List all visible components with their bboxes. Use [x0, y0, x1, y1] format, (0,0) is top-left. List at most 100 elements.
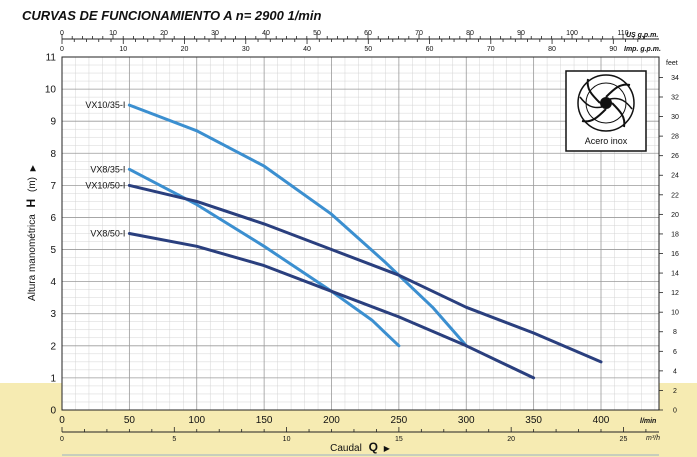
- feet-tick-label: 20: [671, 212, 679, 219]
- x-tick-label: 100: [188, 415, 205, 426]
- feet-tick-label: 30: [671, 114, 679, 121]
- impgpm-tick-label: 30: [242, 46, 250, 53]
- svg-text:Caudal Q ▶: Caudal Q ▶: [330, 440, 391, 454]
- m3h-tick-label: 15: [395, 436, 403, 443]
- impgpm-tick-label: 60: [426, 46, 434, 53]
- usgpm-tick-label: 50: [313, 30, 321, 37]
- material-label: Acero inox: [585, 136, 628, 146]
- y-tick-label: 4: [50, 277, 56, 288]
- y-tick-label: 7: [50, 181, 56, 192]
- y-axis-unit: (m): [27, 177, 38, 192]
- feet-tick-label: 6: [673, 349, 677, 356]
- x-tick-label: 150: [256, 415, 273, 426]
- feet-tick-label: 14: [671, 271, 679, 278]
- curve-label-vx8-50-i: VX8/50-I: [90, 229, 125, 239]
- m3h-tick-label: 10: [283, 436, 291, 443]
- usgpm-tick-label: 20: [160, 30, 168, 37]
- top-axis-impgpm: 0 10 20 30 40 50 60 70 80 90: [60, 39, 639, 53]
- plot-frame: [61, 56, 660, 411]
- x-axis-ticks: 0 50 100 150 200 250 300 350 400: [59, 415, 610, 426]
- usgpm-tick-label: 90: [517, 30, 525, 37]
- x-axis-symbol: Q: [369, 440, 378, 454]
- y-tick-label: 11: [46, 53, 57, 64]
- impgpm-tick-label: 50: [364, 46, 372, 53]
- feet-unit: feet: [666, 60, 678, 67]
- curve-vx10-50-i: [127, 183, 603, 364]
- x-tick-label: 0: [59, 415, 65, 426]
- impgpm-tick-label: 80: [548, 46, 556, 53]
- impgpm-tick-label: 0: [60, 46, 64, 53]
- impeller-icon: [577, 74, 635, 132]
- feet-tick-label: 2: [673, 388, 677, 395]
- feet-tick-label: 18: [671, 231, 679, 238]
- feet-tick-label: 16: [671, 251, 679, 258]
- feet-tick-label: 12: [671, 290, 679, 297]
- y-tick-label: 5: [50, 245, 56, 256]
- usgpm-unit: US g.p.m.: [626, 32, 658, 39]
- curve-label-vx10-35-i: VX10/35-I: [85, 100, 125, 110]
- usgpm-tick-label: 70: [415, 30, 423, 37]
- feet-tick-label: 24: [671, 173, 679, 180]
- svg-text:Altura manométrica H: Altura manométrica H (m) ▶: [24, 164, 38, 301]
- x-tick-label: 200: [323, 415, 340, 426]
- x-axis-label: Caudal: [330, 443, 362, 454]
- m3h-tick-label: 20: [507, 436, 515, 443]
- x-tick-label: 300: [458, 415, 475, 426]
- feet-tick-label: 32: [671, 94, 679, 101]
- y-tick-label: 0: [50, 406, 56, 417]
- y-axis-title: Altura manométrica H (m) ▶: [24, 164, 38, 301]
- usgpm-tick-label: 100: [566, 30, 578, 37]
- curves: [127, 103, 603, 380]
- feet-tick-label: 0: [673, 408, 677, 415]
- usgpm-tick-label: 110: [617, 30, 628, 37]
- m3h-axis-ticks: 0 5 10 15 20 25: [60, 427, 647, 443]
- usgpm-tick-label: 60: [364, 30, 372, 37]
- m3h-tick-label: 25: [620, 436, 628, 443]
- x-axis-title: Caudal Q ▶: [330, 440, 391, 454]
- usgpm-tick-label: 0: [60, 30, 64, 37]
- feet-tick-label: 28: [671, 134, 679, 141]
- impgpm-tick-label: 20: [181, 46, 189, 53]
- impgpm-unit: Imp. g.p.m.: [624, 46, 661, 53]
- y-tick-label: 1: [50, 373, 56, 384]
- x-tick-label: 400: [593, 415, 610, 426]
- usgpm-tick-label: 30: [211, 30, 219, 37]
- y-tick-label: 10: [45, 85, 57, 96]
- impgpm-tick-label: 40: [303, 46, 311, 53]
- feet-tick-label: 22: [671, 192, 679, 199]
- x-axis-arrow: ▶: [384, 444, 391, 453]
- m3h-tick-label: 5: [172, 436, 176, 443]
- y-tick-label: 8: [50, 149, 56, 160]
- feet-tick-label: 10: [671, 310, 679, 317]
- curve-vx10-35-i: [127, 103, 468, 348]
- impgpm-tick-label: 90: [609, 46, 617, 53]
- material-box: Acero inox: [565, 70, 647, 152]
- feet-tick-label: 8: [673, 329, 677, 336]
- y-tick-label: 3: [50, 309, 56, 320]
- usgpm-tick-label: 40: [262, 30, 270, 37]
- m3h-unit: m³/h: [646, 435, 660, 442]
- x-tick-label: 350: [525, 415, 542, 426]
- y-tick-label: 9: [50, 117, 56, 128]
- feet-tick-label: 26: [671, 153, 679, 160]
- impgpm-tick-label: 10: [119, 46, 127, 53]
- y-axis-label: Altura manométrica: [27, 214, 38, 301]
- y-tick-label: 6: [50, 213, 56, 224]
- curve-vx8-50-i: [127, 232, 536, 380]
- top-axis-usgpm: 0 10 20 30 40 50 60 70 80 90 100 110: [60, 30, 644, 39]
- curve-labels: VX10/35-I VX8/35-I VX10/50-I VX8/50-I: [85, 100, 125, 238]
- curve-label-vx10-50-i: VX10/50-I: [85, 180, 125, 190]
- chart-title: CURVAS DE FUNCIONAMIENTO A n= 2900 1/min: [22, 8, 321, 23]
- feet-tick-label: 4: [673, 368, 677, 375]
- x-tick-label: 250: [391, 415, 408, 426]
- feet-tick-label: 34: [671, 75, 679, 82]
- y-axis-symbol: H: [24, 199, 38, 208]
- usgpm-tick-label: 80: [466, 30, 474, 37]
- lmin-unit: l/min: [640, 418, 656, 425]
- y-axis-arrow: ▶: [28, 164, 37, 171]
- impgpm-tick-label: 70: [487, 46, 495, 53]
- curve-label-vx8-35-i: VX8/35-I: [90, 164, 125, 174]
